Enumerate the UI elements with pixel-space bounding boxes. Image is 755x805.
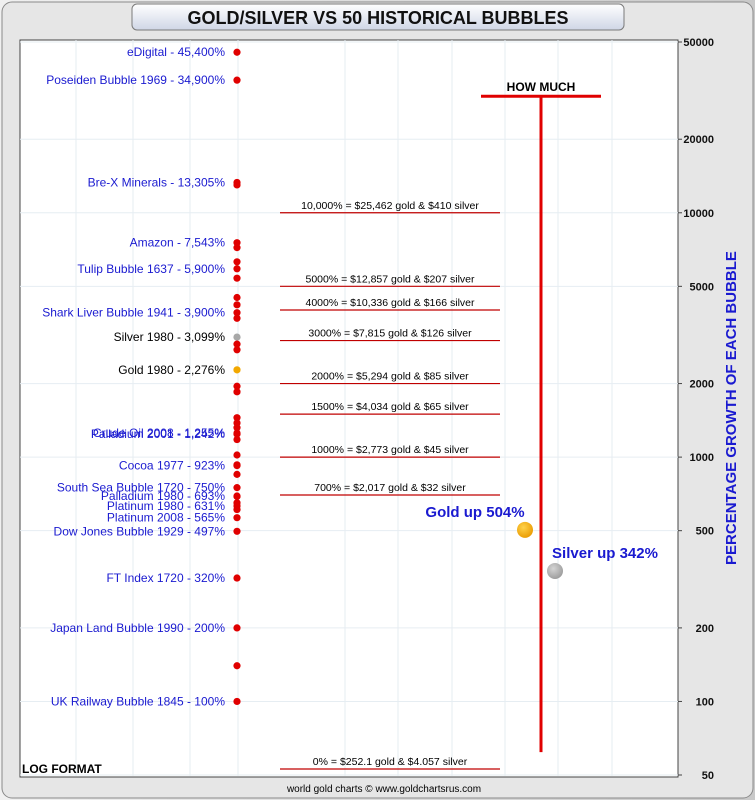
bubble-marker <box>233 574 241 582</box>
bubble-label: Platinum 2008 - 565% <box>107 511 225 525</box>
bubble-marker <box>233 76 241 84</box>
y-tick-label: 20000 <box>683 134 714 146</box>
bubble-marker <box>233 624 241 632</box>
threshold-label: 10,000% = $25,462 gold & $410 silver <box>301 200 479 212</box>
bubble-markers <box>233 48 241 706</box>
how-much-indicator: HOW MUCH <box>481 80 601 753</box>
bubble-marker <box>233 265 241 273</box>
bubble-marker <box>233 333 241 341</box>
bubble-marker <box>233 340 241 348</box>
bubble-marker <box>233 366 241 374</box>
bubble-label: Crude Oil 2008 - 1,255% <box>93 426 225 440</box>
bubble-marker <box>233 514 241 522</box>
bubble-label: Silver 1980 - 3,099% <box>114 330 226 344</box>
y-tick-label: 100 <box>696 696 714 708</box>
bubble-label: Bre-X Minerals - 13,305% <box>88 175 226 189</box>
bubble-marker <box>233 697 241 706</box>
bubble-marker <box>233 346 241 354</box>
title-box <box>131 3 625 31</box>
bubble-marker <box>233 527 241 535</box>
bubble-marker <box>233 258 241 266</box>
bubble-marker <box>233 388 241 396</box>
threshold-label: 5000% = $12,857 gold & $207 silver <box>306 273 476 285</box>
bubble-label: Gold 1980 - 2,276% <box>118 363 225 377</box>
y-tick-label: 5000 <box>690 281 714 293</box>
y-tick-label: 50 <box>702 770 714 782</box>
bubble-marker <box>233 470 241 478</box>
bubble-marker <box>233 499 241 507</box>
bubble-label: Platinum 1980 - 631% <box>107 499 225 513</box>
bubble-marker <box>233 451 241 459</box>
gold-current-marker <box>517 521 533 538</box>
threshold-label: 4000% = $10,336 gold & $166 silver <box>306 297 476 309</box>
bubble-marker <box>233 382 241 390</box>
threshold-lines: 10,000% = $25,462 gold & $410 silver 5000… <box>280 200 500 770</box>
threshold-label: 1000% = $2,773 gold & $45 silver <box>311 444 469 456</box>
bubble-label: FT Index 1720 - 320% <box>106 571 225 585</box>
threshold-label: 2000% = $5,294 gold & $85 silver <box>311 371 469 383</box>
y-tick-label: 500 <box>696 526 714 538</box>
bubble-marker <box>233 505 241 514</box>
bubble-label: Palladium 1980 - 693% <box>101 489 225 503</box>
bubble-marker <box>233 244 241 252</box>
bubble-marker <box>233 435 241 444</box>
bubble-label: Poseiden Bubble 1969 - 34,900% <box>46 73 225 87</box>
bubble-marker <box>233 414 241 422</box>
bubble-marker <box>233 424 241 432</box>
plot-area <box>19 39 679 778</box>
bubble-marker <box>233 239 241 247</box>
how-much-label: HOW MUCH <box>507 80 576 94</box>
y-tick-label: 200 <box>696 623 714 635</box>
bubble-marker <box>233 492 241 501</box>
bubble-marker <box>233 48 241 56</box>
y-axis-title: PERCENTAGE GROWTH OF EACH BUBBLE <box>723 251 740 565</box>
chart-title: GOLD/SILVER VS 50 HISTORICAL BUBBLES <box>187 8 568 28</box>
bubble-label: UK Railway Bubble 1845 - 100% <box>51 694 225 708</box>
bubble-label: Amazon - 7,543% <box>130 236 226 250</box>
bubble-label: Cocoa 1977 - 923% <box>119 459 225 473</box>
y-axis-ticks: 50 100 200 500 1000 2000 5000 10000 20000 50000 <box>678 37 714 782</box>
y-tick-label: 2000 <box>690 379 714 391</box>
threshold-label: 700% = $2,017 gold & $32 silver <box>314 482 466 494</box>
log-format-label: LOG FORMAT <box>22 762 102 776</box>
bubble-marker <box>233 484 241 492</box>
bubble-marker <box>233 309 241 317</box>
bubble-label: Shark Liver Bubble 1941 - 3,900% <box>42 306 225 320</box>
bubble-marker <box>233 314 241 322</box>
bubble-marker <box>233 662 241 670</box>
threshold-label: 3000% = $7,815 gold & $126 silver <box>308 328 472 340</box>
gold-current-label: Gold up 504% <box>425 504 524 521</box>
bubble-label: eDigital - 45,400% <box>127 45 225 59</box>
bubble-label: Dow Jones Bubble 1929 - 497% <box>54 524 226 538</box>
y-tick-label: 50000 <box>683 37 714 49</box>
bubble-label: Tulip Bubble 1637 - 5,900% <box>77 262 225 276</box>
bubble-marker <box>233 430 241 438</box>
y-tick-label: 10000 <box>683 208 714 220</box>
bubble-marker <box>233 181 241 189</box>
silver-current-label: Silver up 342% <box>552 545 658 562</box>
bubble-label: South Sea Bubble 1720 - 750% <box>57 481 225 495</box>
bubble-label: Palladium 2001 - 1,242% <box>91 427 225 441</box>
current-gold-silver: Gold up 504% Silver up 342% <box>425 504 658 579</box>
bubble-labels: eDigital - 45,400% Poseiden Bubble 1969 -… <box>42 45 225 708</box>
threshold-label: 1500% = $4,034 gold & $65 silver <box>311 401 469 413</box>
bubble-marker <box>233 461 241 469</box>
bubble-label: Japan Land Bubble 1990 - 200% <box>50 621 225 635</box>
bubble-marker <box>233 301 241 309</box>
silver-current-marker <box>547 562 563 579</box>
y-tick-label: 1000 <box>690 452 714 464</box>
threshold-label: 0% = $252.1 gold & $4.057 silver <box>313 756 468 768</box>
bubble-marker <box>233 274 241 282</box>
footer-credit: world gold charts © www.goldchartsrus.co… <box>286 784 481 795</box>
bubble-marker <box>233 293 241 302</box>
